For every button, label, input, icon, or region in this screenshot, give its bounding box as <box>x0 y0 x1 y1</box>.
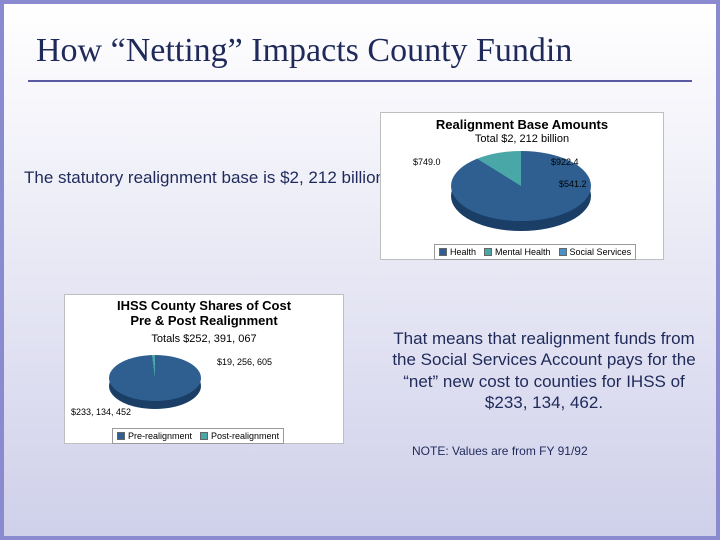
slice-label-pre: $233, 134, 452 <box>71 407 131 417</box>
legend-item-mental-health: Mental Health <box>484 247 551 257</box>
slice-label-mental-health: $922.4 <box>551 157 579 167</box>
legend-label: Social Services <box>570 247 632 257</box>
pie-face <box>109 355 201 401</box>
legend-item-pre: Pre-realignment <box>117 431 192 441</box>
legend-label: Mental Health <box>495 247 551 257</box>
chart-subtitle: Totals $252, 391, 067 <box>65 333 343 345</box>
ihss-shares-chart: IHSS County Shares of CostPre & Post Rea… <box>64 294 344 444</box>
slice-label-social-services: $541.2 <box>559 179 587 189</box>
swatch-icon <box>559 248 567 256</box>
swatch-icon <box>439 248 447 256</box>
realignment-base-chart: Realignment Base Amounts Total $2, 212 b… <box>380 112 664 260</box>
chart-title: IHSS County Shares of CostPre & Post Rea… <box>65 299 343 329</box>
title-underline <box>28 80 692 82</box>
legend-item-post: Post-realignment <box>200 431 279 441</box>
slice-label-post: $19, 256, 605 <box>217 357 272 367</box>
swatch-icon <box>200 432 208 440</box>
legend-item-health: Health <box>439 247 476 257</box>
slice-label-health: $749.0 <box>413 157 441 167</box>
legend-item-social-services: Social Services <box>559 247 632 257</box>
swatch-icon <box>117 432 125 440</box>
legend-label: Pre-realignment <box>128 431 192 441</box>
body-paragraph-2: That means that realignment funds from t… <box>384 328 704 413</box>
slide: How “Netting” Impacts County Fundin The … <box>0 0 720 540</box>
chart-subtitle: Total $2, 212 billion <box>381 133 663 145</box>
legend-label: Health <box>450 247 476 257</box>
chart-title: Realignment Base Amounts <box>381 117 663 132</box>
legend-label: Post-realignment <box>211 431 279 441</box>
pie-3d <box>109 355 201 407</box>
footnote: NOTE: Values are from FY 91/92 <box>412 444 588 458</box>
slide-title: How “Netting” Impacts County Fundin <box>4 4 716 76</box>
realignment-base-legend: Health Mental Health Social Services <box>434 244 636 260</box>
ihss-shares-legend: Pre-realignment Post-realignment <box>112 428 284 444</box>
swatch-icon <box>484 248 492 256</box>
